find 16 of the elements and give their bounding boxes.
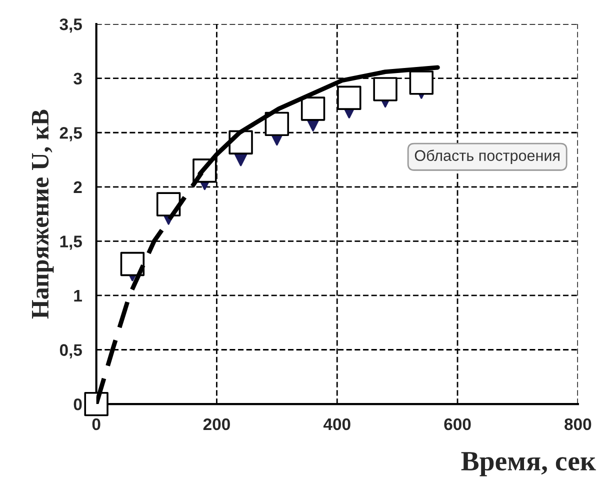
y-tick-label: 0,5	[60, 344, 82, 358]
y-tick-label: 2,5	[60, 127, 82, 142]
x-tick-label: 400	[323, 418, 350, 430]
x-tick-label: 0	[92, 418, 100, 430]
annotation: Область построения	[414, 150, 560, 164]
x-axis-title: Время, сек	[461, 452, 596, 476]
y-tick-label: 0	[74, 398, 82, 410]
x-tick-label: 200	[203, 418, 230, 430]
y-tick-label: 3,5	[60, 18, 82, 33]
x-tick-label: 600	[444, 418, 471, 430]
y-tick-label: 3	[74, 72, 82, 85]
y-tick-label: 1	[74, 290, 82, 302]
y-tick-label: 2	[74, 181, 82, 193]
y-tick-label: 1,5	[60, 236, 82, 250]
y-axis-title: Напряжение U, кВ	[32, 110, 54, 319]
x-tick-label: 800	[564, 418, 592, 430]
